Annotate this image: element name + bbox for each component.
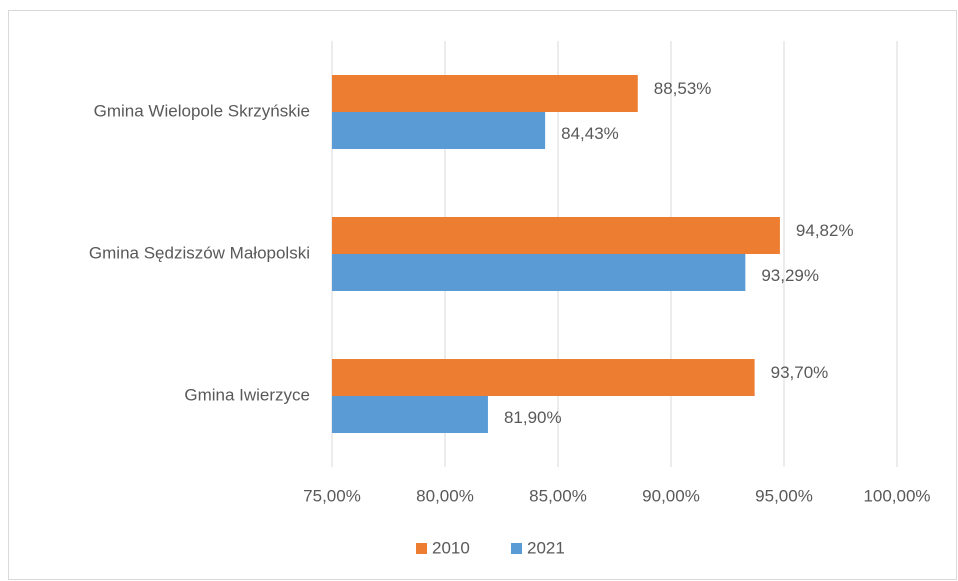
x-tick-label: 95,00%	[755, 486, 813, 505]
legend-label: 2010	[432, 538, 470, 557]
x-tick-label: 80,00%	[416, 486, 474, 505]
y-tick-label: Gmina Wielopole Skrzyńskie	[94, 101, 310, 120]
x-tick-label: 85,00%	[529, 486, 587, 505]
x-tick-label: 90,00%	[642, 486, 700, 505]
legend-swatch	[511, 543, 522, 554]
y-tick-label: Gmina Sędziszów Małopolski	[89, 243, 310, 262]
legend-swatch	[416, 543, 427, 554]
bar	[332, 75, 638, 112]
value-label: 81,90%	[504, 408, 562, 427]
value-label: 88,53%	[654, 79, 712, 98]
bar	[332, 217, 780, 254]
y-tick-label: Gmina Iwierzyce	[184, 385, 310, 404]
x-tick-label: 100,00%	[863, 486, 930, 505]
bar	[332, 254, 746, 291]
value-label: 93,70%	[771, 363, 829, 382]
value-label: 84,43%	[561, 124, 619, 143]
value-label: 94,82%	[796, 221, 854, 240]
legend-label: 2021	[527, 538, 565, 557]
chart-frame	[8, 10, 957, 580]
bar	[332, 359, 755, 396]
value-label: 93,29%	[761, 266, 819, 285]
x-tick-label: 75,00%	[303, 486, 361, 505]
bar	[332, 112, 546, 149]
bar	[332, 396, 488, 433]
